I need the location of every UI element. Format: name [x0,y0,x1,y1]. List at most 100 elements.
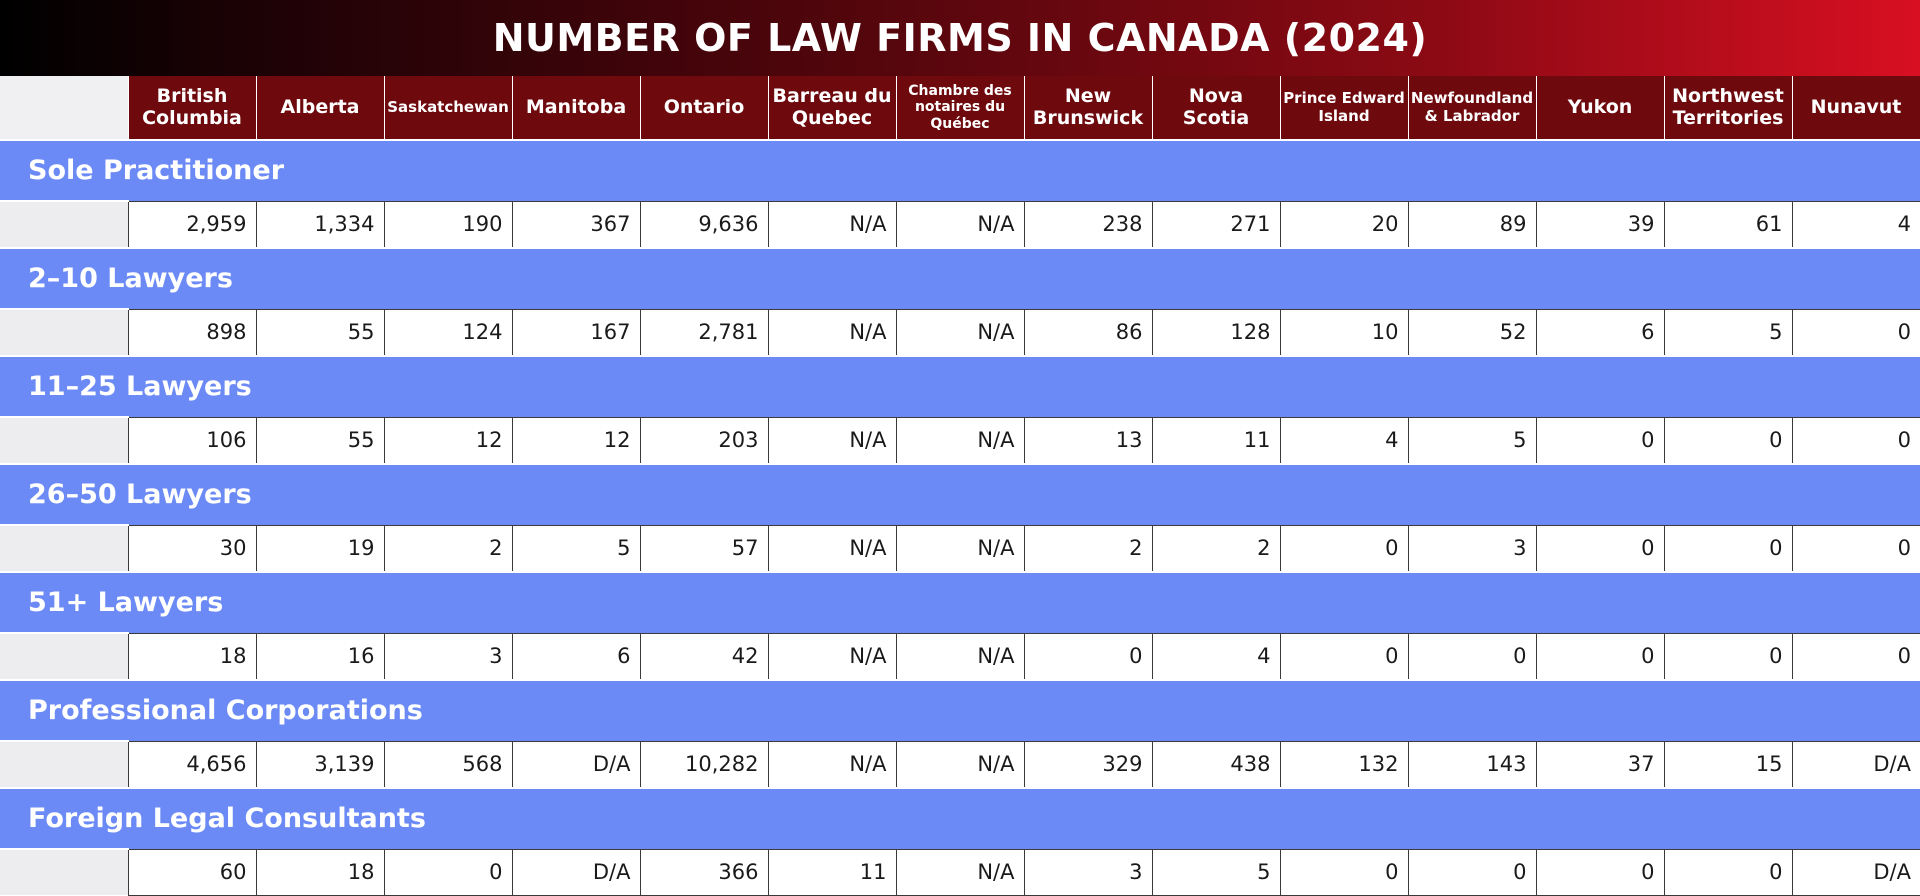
table-cell: N/A [895,848,1025,896]
table-cell: 5 [1151,848,1281,896]
section-row: Professional Corporations [0,679,1920,741]
table-row: 30 19 2 5 57 N/A N/A 2 2 0 3 0 0 0 [0,524,1920,573]
section-row: 2–10 Lawyers [0,247,1920,309]
table-cell: 18 [127,632,257,681]
table-cell: 6 [1535,308,1665,357]
row-category-label: Sole Practitioner [0,139,1920,201]
column-header: Barreau du Quebec [767,76,897,140]
table-cell: 55 [255,308,385,357]
row-stub [0,200,128,248]
column-header: British Columbia [127,76,257,140]
table-cell: 11 [1151,416,1281,465]
table-cell: 0 [1407,632,1537,681]
table-cell: 0 [1279,848,1409,896]
table-cell: 0 [1791,524,1920,573]
table-cell: 13 [1023,416,1153,465]
table-cell: 0 [1663,632,1793,681]
row-category-label: 11–25 Lawyers [0,355,1920,417]
table-cell: 4 [1791,200,1920,249]
column-header: Prince Edward Island [1279,76,1409,140]
table-cell: 52 [1407,308,1537,357]
table-cell: D/A [1791,740,1920,789]
table-cell: 568 [383,740,513,789]
table-row: 4,656 3,139 568 D/A 10,282 N/A N/A 329 438 132 143… [0,740,1920,789]
table-cell: 190 [383,200,513,249]
table-row: 18 16 3 6 42 N/A N/A 0 4 0 0 0 0 0 [0,632,1920,681]
table-cell: 143 [1407,740,1537,789]
row-stub [0,740,128,788]
column-header: Yukon [1535,76,1665,140]
table-cell: 203 [639,416,769,465]
table-cell: 16 [255,632,385,681]
column-header: Newfoundland & Labrador [1407,76,1537,140]
table-cell: 0 [1535,416,1665,465]
table-cell: 366 [639,848,769,896]
table-cell: 42 [639,632,769,681]
table-row: 60 18 0 D/A 366 11 N/A 3 5 0 0 0 0 D/A [0,848,1920,896]
table-cell: 61 [1663,200,1793,249]
table-cell: 0 [1535,632,1665,681]
table-cell: N/A [895,524,1025,573]
table-cell: N/A [895,740,1025,789]
table-cell: 2,959 [127,200,257,249]
table-cell: 15 [1663,740,1793,789]
table-cell: 20 [1279,200,1409,249]
table-cell: 2,781 [639,308,769,357]
column-header: Nunavut [1791,76,1920,140]
table-cell: N/A [767,308,897,357]
table-cell: 0 [1279,632,1409,681]
table-cell: D/A [511,848,641,896]
table-cell: 10,282 [639,740,769,789]
table-cell: 9,636 [639,200,769,249]
table-cell: 124 [383,308,513,357]
table-cell: N/A [767,416,897,465]
section-row: 51+ Lawyers [0,571,1920,633]
row-category-label: Foreign Legal Consultants [0,787,1920,849]
row-stub [0,416,128,464]
table-cell: 0 [1663,416,1793,465]
table-cell: 3,139 [255,740,385,789]
table-cell: 0 [1791,416,1920,465]
row-stub [0,308,128,356]
table-cell: 12 [383,416,513,465]
table-cell: N/A [767,740,897,789]
table-row: 106 55 12 12 203 N/A N/A 13 11 4 5 0 0 0 [0,416,1920,465]
table-cell: 4,656 [127,740,257,789]
table-cell: N/A [767,200,897,249]
header-row: British Columbia Alberta Saskatchewan Ma… [0,76,1920,140]
table-cell: 5 [1663,308,1793,357]
table-cell: 60 [127,848,257,896]
section-row: 11–25 Lawyers [0,355,1920,417]
table-cell: 39 [1535,200,1665,249]
table-cell: 106 [127,416,257,465]
table-cell: 128 [1151,308,1281,357]
table-cell: 3 [383,632,513,681]
table-cell: 367 [511,200,641,249]
row-category-label: 51+ Lawyers [0,571,1920,633]
table-cell: 1,334 [255,200,385,249]
table-cell: D/A [511,740,641,789]
table-cell: 329 [1023,740,1153,789]
title-bar: NUMBER OF LAW FIRMS IN CANADA (2024) [0,0,1920,76]
table-cell: 2 [1151,524,1281,573]
table-cell: N/A [895,632,1025,681]
table-cell: 19 [255,524,385,573]
table-cell: 238 [1023,200,1153,249]
table-cell: 12 [511,416,641,465]
table-cell: 0 [1663,848,1793,896]
table-cell: 0 [1791,308,1920,357]
table-cell: 37 [1535,740,1665,789]
table-cell: N/A [767,524,897,573]
section-row: Foreign Legal Consultants [0,787,1920,849]
section-row: 26–50 Lawyers [0,463,1920,525]
table-cell: 3 [1023,848,1153,896]
table-cell: N/A [895,200,1025,249]
column-header: Chambre des notaires du Québec [895,76,1025,140]
table-cell: 5 [1407,416,1537,465]
table-cell: 3 [1407,524,1537,573]
table-cell: 132 [1279,740,1409,789]
table-cell: 4 [1151,632,1281,681]
table-cell: 0 [383,848,513,896]
table-cell: 11 [767,848,897,896]
row-category-label: 26–50 Lawyers [0,463,1920,525]
